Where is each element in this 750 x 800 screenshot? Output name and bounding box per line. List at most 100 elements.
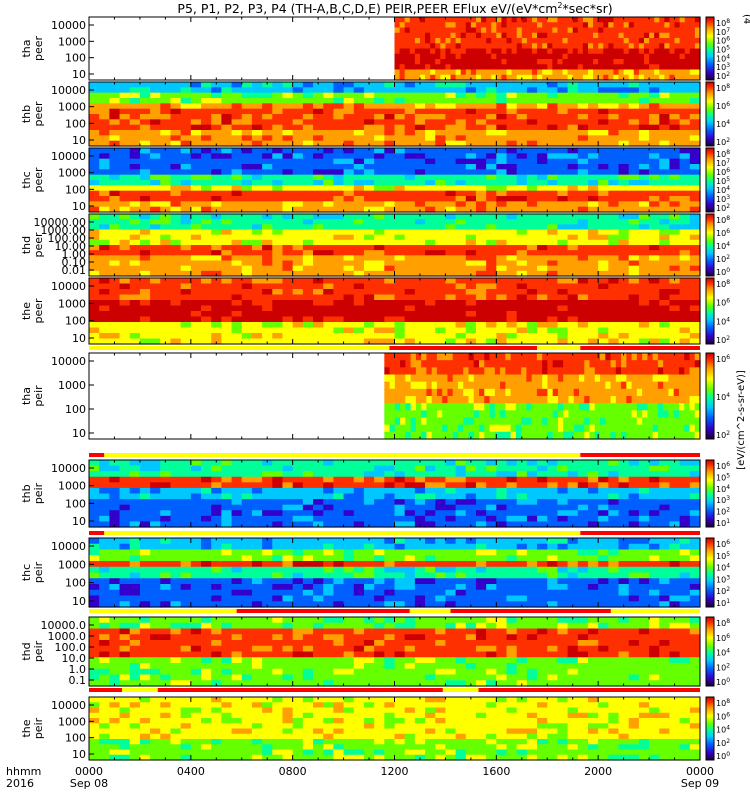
spectrogram-cell <box>654 38 660 44</box>
spectrogram-cell <box>615 396 622 404</box>
spectrogram-cell <box>594 417 601 426</box>
spectrogram-cell <box>475 153 487 160</box>
spectrogram-cell <box>374 521 385 528</box>
spectrogram-cell <box>526 164 538 170</box>
spectrogram-cell <box>633 48 640 55</box>
spectrogram-cell <box>608 185 620 192</box>
spectrogram-cell <box>465 265 477 272</box>
spectrogram-cell <box>615 388 622 397</box>
spectrogram-cell <box>608 214 620 220</box>
spectrogram-cell <box>636 388 643 397</box>
spectrogram-cell <box>201 158 212 165</box>
spectrogram-cell <box>353 148 365 154</box>
spectrogram-cell <box>526 124 538 131</box>
spectrogram-cell <box>689 64 696 71</box>
spectrogram-cell <box>659 164 671 170</box>
spectrogram-cell <box>521 43 528 50</box>
spectrogram-cell <box>302 278 314 285</box>
spectrogram-cell <box>568 396 575 404</box>
spectrogram-cell <box>584 353 591 361</box>
spectrogram-cell <box>468 396 475 404</box>
spectrogram-cell <box>394 381 401 390</box>
spectrogram-cell <box>573 388 580 397</box>
spectrogram-cell <box>669 92 681 99</box>
spectrogram-cell <box>313 114 324 120</box>
spectrogram-cell <box>262 333 273 340</box>
spectrogram-cell <box>119 305 131 312</box>
spectrogram-cell <box>628 148 640 154</box>
spectrogram-cell <box>531 424 538 433</box>
spectrogram-cell <box>160 130 172 136</box>
spectrogram-cell <box>150 87 161 94</box>
spectrogram-cell <box>674 74 681 81</box>
spectrogram-cell <box>475 493 487 500</box>
spectrogram-cell <box>496 130 508 136</box>
spectrogram-cell <box>562 64 569 71</box>
spectrogram-cell <box>494 388 501 397</box>
spectrogram-cell <box>231 255 243 262</box>
spectrogram-cell <box>618 305 630 312</box>
spectrogram-cell <box>626 388 633 397</box>
spectrogram-cell <box>139 224 151 231</box>
spectrogram-cell <box>374 460 385 467</box>
spectrogram-cell <box>109 169 121 176</box>
spectrogram-cell <box>496 180 508 186</box>
spectrogram-cell <box>511 64 518 71</box>
spectrogram-cell <box>333 140 345 147</box>
spectrogram-cell <box>605 381 612 390</box>
spectrogram-cell <box>567 465 579 472</box>
spectrogram-cell <box>618 239 630 246</box>
spectrogram-cell <box>486 460 497 467</box>
spectrogram-cell <box>628 283 640 290</box>
spectrogram-cell <box>638 32 645 39</box>
spectrogram-cell <box>684 17 691 23</box>
spectrogram-cell <box>119 482 131 489</box>
spectrogram-cell <box>150 180 161 186</box>
spectrogram-cell <box>435 64 441 71</box>
spectrogram-cell <box>694 424 701 433</box>
spectrogram-cell <box>394 158 406 165</box>
spectrogram-cell <box>506 190 518 197</box>
spectrogram-cell <box>628 305 640 312</box>
spectrogram-cell <box>638 153 650 160</box>
spectrogram-cell <box>447 431 454 440</box>
spectrogram-cell <box>262 460 273 467</box>
spectrogram-cell <box>608 300 620 307</box>
spectrogram-cell <box>89 316 100 323</box>
spectrogram-cell <box>374 260 385 267</box>
spectrogram-cell <box>475 130 487 136</box>
spectrogram-cell <box>506 153 518 160</box>
spectrogram-cell <box>119 190 131 197</box>
spectrogram-cell <box>621 410 627 419</box>
spectrogram-cell <box>475 108 487 115</box>
spectrogram-cell <box>598 98 609 104</box>
spectrogram-cell <box>292 174 304 181</box>
spectrogram-cell <box>613 22 620 29</box>
spectrogram-cell <box>577 465 589 472</box>
spectrogram-cell <box>694 38 701 44</box>
spectrogram-cell <box>537 190 548 197</box>
spectrogram-cell <box>302 164 314 170</box>
spectrogram-cell <box>241 224 253 231</box>
spectrogram-cell <box>542 32 548 39</box>
spectrogram-cell <box>414 283 426 290</box>
spectrogram-cell <box>292 493 304 500</box>
spectrogram-cell <box>679 278 691 285</box>
spectrogram-cell <box>582 64 589 71</box>
spectrogram-cell <box>282 119 294 126</box>
spectrogram-cell <box>500 403 506 411</box>
spectrogram-cell <box>475 158 487 165</box>
spectrogram-cell <box>521 388 527 397</box>
spectrogram-cell <box>109 180 121 186</box>
spectrogram-cell <box>573 353 580 361</box>
spectrogram-cell <box>567 190 579 197</box>
spectrogram-cell <box>628 32 635 39</box>
spectrogram-cell <box>399 69 406 76</box>
spectrogram-cell <box>587 260 599 267</box>
spectrogram-cell <box>394 360 401 368</box>
spectrogram-cell <box>642 417 648 426</box>
spectrogram-cell <box>389 410 396 419</box>
spectrogram-cell <box>421 424 428 433</box>
spectrogram-cell <box>89 103 100 110</box>
spectrogram-cell <box>394 278 406 285</box>
